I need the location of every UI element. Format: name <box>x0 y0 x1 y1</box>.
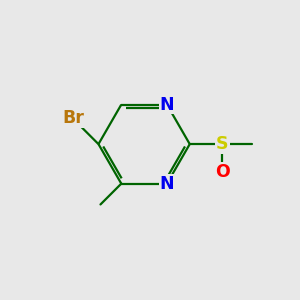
Text: O: O <box>215 163 230 181</box>
Text: S: S <box>216 135 228 153</box>
Text: N: N <box>160 96 174 114</box>
Text: Br: Br <box>62 109 84 127</box>
Text: N: N <box>160 175 174 193</box>
